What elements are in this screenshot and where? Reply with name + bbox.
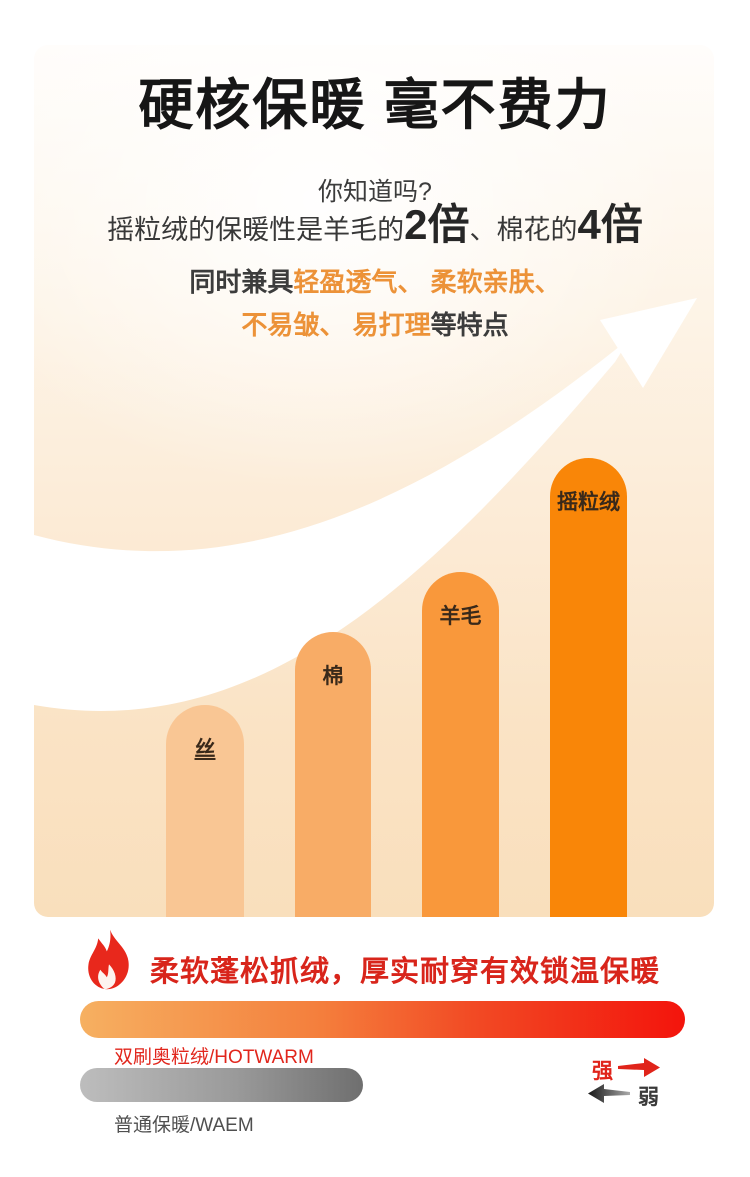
ordinary-gradient-bar [80, 1068, 363, 1102]
bar-label-silk: 丝 [194, 738, 216, 761]
features-prefix: 同时兼具 [189, 267, 294, 297]
bar-label-wool: 羊毛 [439, 605, 482, 628]
subtitle-question: 你知道吗? [318, 178, 432, 206]
flame-icon [88, 929, 129, 990]
bar-fleece: 摇粒绒 [550, 458, 627, 917]
comparison-headline: 柔软蓬松抓绒，厚实耐穿有效锁温保暖 [150, 956, 661, 988]
features-suffix: 等特点 [430, 310, 509, 340]
features-highlight-1: 轻盈透气、 柔软亲肤、 [293, 267, 561, 297]
features-line-2: 不易皱、 易打理等特点 [0, 305, 750, 342]
bar-label-cotton: 棉 [322, 665, 344, 688]
bar-wool: 羊毛 [422, 572, 499, 917]
bar-label-fleece: 摇粒绒 [557, 491, 620, 514]
claim-prefix: 摇粒绒的保暖性是羊毛的 [107, 215, 405, 245]
warmth-claim-line: 摇粒绒的保暖性是羊毛的2倍、棉花的4倍 [0, 200, 750, 255]
arrow-left-icon [588, 1084, 630, 1103]
features-highlight-2: 不易皱、 易打理 [241, 310, 431, 340]
arrow-right-icon [618, 1058, 660, 1077]
page-title: 硬核保暖 毫不费力 [138, 74, 612, 136]
hotwarm-gradient-bar [80, 1001, 685, 1038]
bar-silk: 丝 [166, 705, 244, 917]
features-line-1: 同时兼具轻盈透气、 柔软亲肤、 [0, 262, 750, 299]
hotwarm-bar-label: 双刷奥粒绒/HOTWARM [114, 1047, 314, 1068]
legend-strong-label: 强 [592, 1060, 613, 1083]
claim-multiplier-2x: 2倍 [404, 201, 470, 248]
legend-weak-label: 弱 [638, 1086, 659, 1109]
claim-middle: 、棉花的 [469, 215, 578, 245]
claim-multiplier-4x: 4倍 [577, 201, 643, 248]
bar-cotton: 棉 [295, 632, 371, 917]
ordinary-bar-label: 普通保暖/WAEM [114, 1115, 254, 1136]
strength-legend: 强 弱 [588, 1055, 698, 1111]
